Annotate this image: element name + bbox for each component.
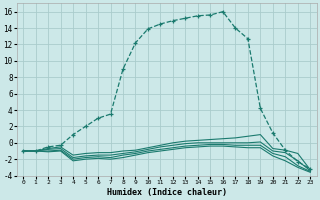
X-axis label: Humidex (Indice chaleur): Humidex (Indice chaleur) [107,188,227,197]
